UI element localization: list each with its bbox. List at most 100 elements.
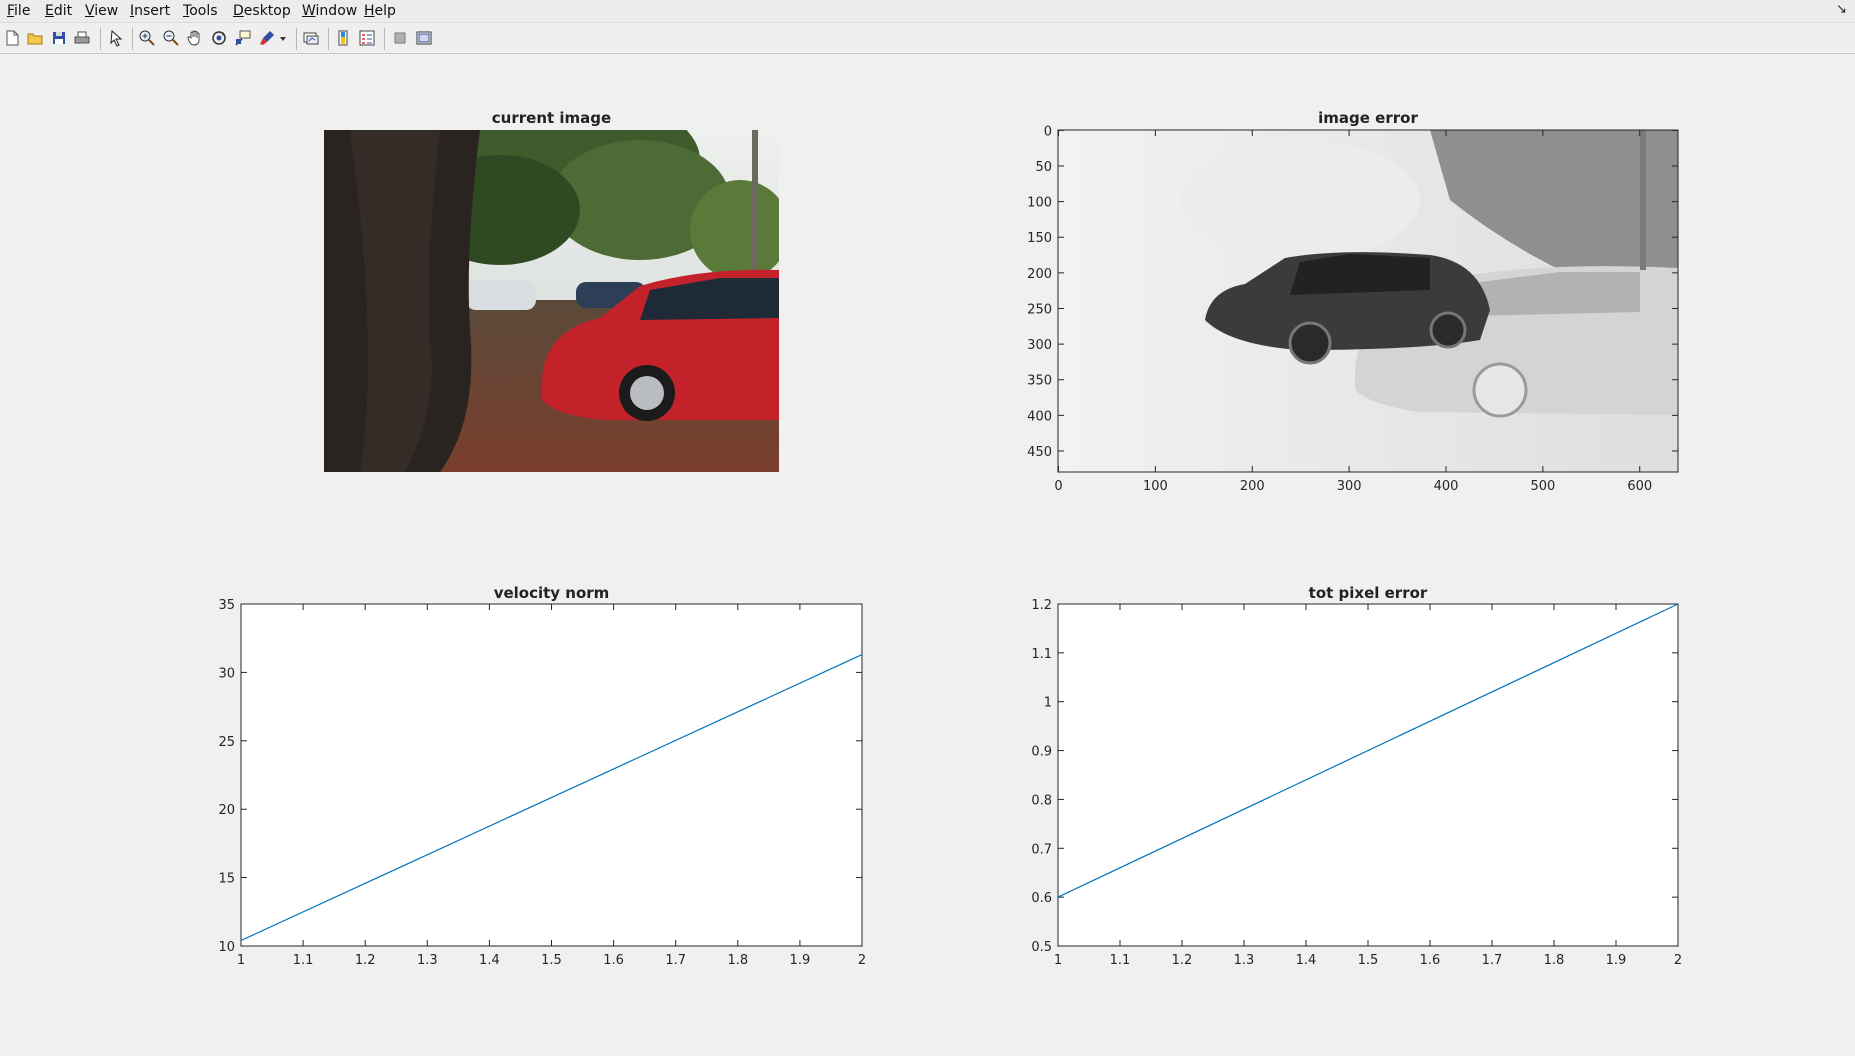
- y-tick-label: 1.1: [1031, 647, 1052, 662]
- insert-colorbar-icon[interactable]: [334, 29, 352, 47]
- menu-view[interactable]: View: [85, 3, 119, 19]
- y-tick-label: 35: [218, 598, 235, 613]
- image-error-heatmap: [1058, 130, 1678, 472]
- y-tick-label: 20: [218, 803, 235, 818]
- y-tick-label: 100: [1027, 196, 1052, 211]
- x-tick-label: 1.8: [727, 953, 748, 968]
- tot-pixel-error-axes[interactable]: tot pixel error 1 1.1 1.2 1.3 1.4 1.5 1.6 1.7 1.…: [1031, 584, 1682, 968]
- y-tick-label: 350: [1027, 374, 1052, 389]
- current-image-photo: [324, 130, 779, 472]
- show-plot-tools-icon[interactable]: [415, 29, 433, 47]
- x-tick-label: 1.5: [541, 953, 562, 968]
- series-line: [1057, 603, 1679, 898]
- y-tick-label: 1: [1044, 696, 1052, 711]
- image-error-x-ticks: 0 100 200 300 400 500 600: [1054, 130, 1652, 494]
- menu-accelerator: W: [302, 3, 316, 19]
- menu-window[interactable]: Window: [302, 3, 358, 19]
- y-tick-label: 0.8: [1031, 793, 1052, 808]
- zoom-in-icon[interactable]: [138, 29, 156, 47]
- menu-insert[interactable]: Insert: [130, 3, 171, 19]
- y-tick-label: 0.9: [1031, 745, 1052, 760]
- brush-dropdown-icon[interactable]: [278, 29, 288, 47]
- velocity-norm-title: velocity norm: [494, 584, 610, 602]
- data-cursor-icon[interactable]: [234, 29, 252, 47]
- rotate-3d-icon[interactable]: [210, 29, 228, 47]
- save-icon[interactable]: [50, 29, 68, 47]
- new-figure-icon[interactable]: [3, 29, 21, 47]
- y-tick-label: 300: [1027, 338, 1052, 353]
- y-tick-label: 250: [1027, 302, 1052, 317]
- menu-accelerator: T: [183, 3, 190, 19]
- x-tick-label: 1.2: [355, 953, 376, 968]
- toolbar-separator: [296, 28, 297, 50]
- x-tick-label: 0: [1054, 479, 1062, 494]
- x-tick-label: 1.6: [1420, 953, 1441, 968]
- x-tick-label: 1.5: [1358, 953, 1379, 968]
- brush-icon[interactable]: [258, 29, 276, 47]
- x-tick-label: 1.9: [790, 953, 811, 968]
- y-tick-label: 150: [1027, 231, 1052, 246]
- menu-help[interactable]: Help: [364, 3, 396, 19]
- y-tick-label: 200: [1027, 267, 1052, 282]
- y-tick-label: 450: [1027, 445, 1052, 460]
- y-tick-label: 50: [1035, 160, 1052, 175]
- tot-pixel-error-series: [1057, 603, 1679, 898]
- figure-canvas: current image image error: [0, 54, 1855, 1056]
- x-tick-label: 1.4: [1296, 953, 1317, 968]
- menu-edit[interactable]: Edit: [45, 3, 73, 19]
- undock-arrow-icon[interactable]: ↘: [1836, 2, 1847, 17]
- y-tick-label: 400: [1027, 409, 1052, 424]
- x-tick-label: 200: [1240, 479, 1265, 494]
- x-tick-label: 300: [1337, 479, 1362, 494]
- image-error-axes[interactable]: image error 0 100 200 300 400 500 600 0 50 100 15…: [1027, 109, 1679, 494]
- x-tick-label: 1.7: [1482, 953, 1503, 968]
- x-tick-label: 2: [1674, 953, 1682, 968]
- menu-tools[interactable]: Tools: [183, 3, 218, 19]
- menu-accelerator: D: [233, 3, 244, 19]
- y-tick-label: 1.2: [1031, 598, 1052, 613]
- pan-hand-icon[interactable]: [186, 29, 204, 47]
- velocity-norm-axes[interactable]: velocity norm 1 1.1 1.2 1.3 1.4 1.5 1.6 1.7 1.8 1…: [218, 584, 866, 968]
- x-tick-label: 1.3: [417, 953, 438, 968]
- print-icon[interactable]: [73, 29, 91, 47]
- image-error-y-ticks: 0 50 100 150 200 250 300 350 400 450: [1027, 124, 1678, 460]
- x-tick-label: 100: [1143, 479, 1168, 494]
- x-tick-label: 2: [858, 953, 866, 968]
- x-tick-label: 1: [237, 953, 245, 968]
- y-tick-label: 0.5: [1031, 940, 1052, 955]
- insert-legend-icon[interactable]: [358, 29, 376, 47]
- menu-desktop[interactable]: Desktop: [233, 3, 291, 19]
- y-tick-label: 15: [218, 872, 235, 887]
- x-tick-label: 1.9: [1606, 953, 1627, 968]
- tot-pixel-error-ticks: 1 1.1 1.2 1.3 1.4 1.5 1.6 1.7 1.8 1.9 2 0.5 0.6 0.7 0.…: [1031, 598, 1682, 968]
- toolbar-separator: [384, 28, 385, 50]
- zoom-out-icon[interactable]: [162, 29, 180, 47]
- toolbar-separator: [328, 28, 329, 50]
- menu-accelerator: V: [85, 3, 95, 19]
- velocity-norm-plot-box: [240, 603, 863, 947]
- toolbar-separator: [100, 28, 101, 50]
- y-tick-label: 0.7: [1031, 842, 1052, 857]
- menu-bar: File Edit View Insert Tools Desktop Wind…: [0, 0, 1855, 23]
- toolbar-separator: [132, 28, 133, 50]
- hide-plot-tools-icon[interactable]: [391, 29, 409, 47]
- pointer-icon[interactable]: [107, 29, 125, 47]
- x-tick-label: 600: [1627, 479, 1652, 494]
- x-tick-label: 1.2: [1172, 953, 1193, 968]
- tot-pixel-error-title: tot pixel error: [1309, 584, 1428, 602]
- menu-accelerator: H: [364, 3, 375, 19]
- current-image-title: current image: [492, 109, 611, 127]
- link-plot-icon[interactable]: [302, 29, 320, 47]
- series-line: [240, 654, 863, 942]
- menu-file[interactable]: File: [7, 3, 31, 19]
- image-error-frame: [1057, 129, 1679, 473]
- open-file-icon[interactable]: [26, 29, 44, 47]
- x-tick-label: 400: [1434, 479, 1459, 494]
- menu-accelerator: I: [130, 3, 135, 19]
- y-tick-label: 0.6: [1031, 891, 1052, 906]
- current-image-axes[interactable]: current image: [324, 90, 790, 472]
- tot-pixel-error-plot-box: [1057, 603, 1679, 947]
- velocity-norm-ticks: 1 1.1 1.2 1.3 1.4 1.5 1.6 1.7 1.8 1.9 2 10 15 20 25 30 3…: [218, 598, 866, 968]
- y-tick-label: 10: [218, 940, 235, 955]
- x-tick-label: 1.3: [1234, 953, 1255, 968]
